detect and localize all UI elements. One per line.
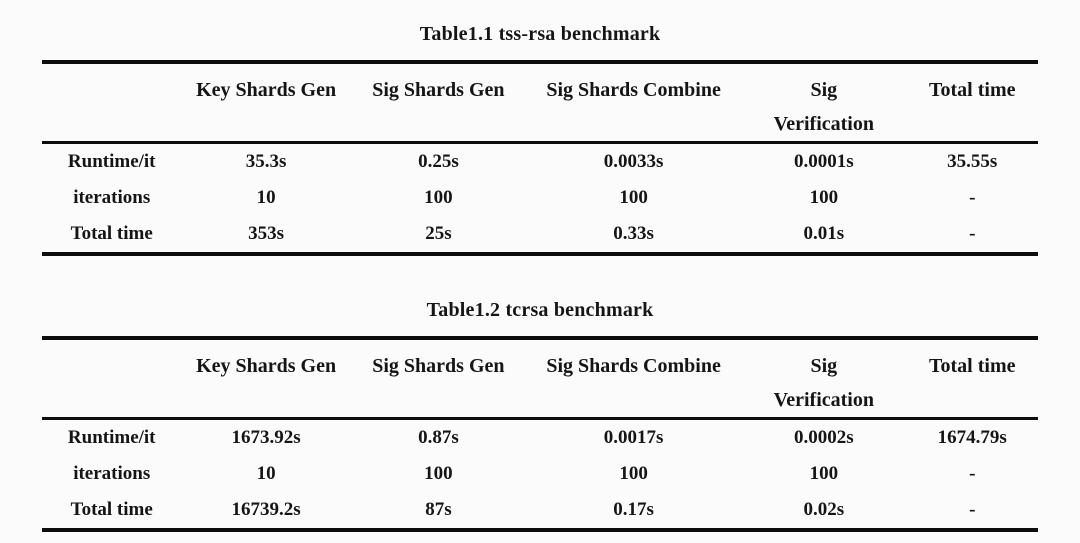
value-cell: 353s xyxy=(248,223,285,244)
table-title: Table1.2 tcrsa benchmark xyxy=(426,299,654,321)
table-title: Table1.1 tss-rsa benchmark xyxy=(419,23,661,45)
value-cell: 100 xyxy=(809,187,839,208)
header-row: Key Shards Gen Sig Shards Gen Sig Shards… xyxy=(42,62,1038,144)
value-cell: - xyxy=(969,463,976,484)
row-label: Total time xyxy=(70,223,153,244)
value-cell: 10 xyxy=(256,187,276,208)
row-label: Total time xyxy=(70,499,153,520)
value-cell: 0.0017s xyxy=(603,427,664,448)
header-row: Key Shards Gen Sig Shards Gen Sig Shards… xyxy=(42,338,1038,420)
row-label: Runtime/it xyxy=(67,151,156,172)
table-row-runtime: Runtime/it 35.3s 0.25s 0.0033s 0.0001s 3… xyxy=(42,143,1038,181)
value-cell: - xyxy=(969,223,976,244)
value-cell: 35.3s xyxy=(245,151,287,172)
value-cell: 1674.79s xyxy=(937,427,1007,448)
table-row-total-time: Total time 353s 25s 0.33s 0.01s - xyxy=(42,216,1038,254)
benchmark-table-tss-rsa: Key Shards Gen Sig Shards Gen Sig Shards… xyxy=(42,60,1038,256)
value-cell: 0.02s xyxy=(803,499,845,520)
column-header-sig-shards-gen: Sig Shards Gen xyxy=(350,338,527,420)
table-row-total-time: Total time 16739.2s 87s 0.17s 0.02s - xyxy=(42,492,1038,530)
table-row-runtime: Runtime/it 1673.92s 0.87s 0.0017s 0.0002… xyxy=(42,419,1038,457)
value-cell: - xyxy=(969,187,976,208)
row-label: iterations xyxy=(73,187,151,208)
value-cell: 100 xyxy=(809,463,839,484)
row-label: iterations xyxy=(73,463,151,484)
row-label: Runtime/it xyxy=(67,427,156,448)
column-header-sig-shards-combine: Sig Shards Combine xyxy=(526,338,742,420)
value-cell: 100 xyxy=(619,463,648,484)
value-cell: 0.01s xyxy=(803,223,845,244)
column-header-key-shards-gen: Key Shards Gen xyxy=(181,338,351,420)
column-header-total-time: Total time xyxy=(906,62,1038,144)
value-cell: 0.0002s xyxy=(793,427,854,448)
value-cell: 100 xyxy=(424,187,453,208)
column-header-sig-shards-combine: Sig Shards Combine xyxy=(526,62,742,144)
value-cell: 0.25s xyxy=(418,151,459,172)
column-header-sig-verification-text: Sig Verification xyxy=(773,79,874,135)
benchmark-table-tcrsa: Key Shards Gen Sig Shards Gen Sig Shards… xyxy=(42,336,1038,532)
value-cell: - xyxy=(969,499,976,520)
table-row-iterations: iterations 10 100 100 100 - xyxy=(42,456,1038,492)
value-cell: 10 xyxy=(256,463,276,484)
column-header-total-time: Total time xyxy=(906,338,1038,420)
column-header-sig-verification-text: Sig Verification xyxy=(773,355,874,411)
value-cell: 35.55s xyxy=(947,151,998,172)
table-row-iterations: iterations 10 100 100 100 - xyxy=(42,180,1038,216)
benchmark-section-tss-rsa: Table1.1 tss-rsa benchmark Key Shards Ge… xyxy=(0,20,1080,256)
value-cell: 0.33s xyxy=(613,223,654,244)
value-cell: 87s xyxy=(425,499,452,520)
column-header-key-shards-gen: Key Shards Gen xyxy=(181,62,351,144)
value-cell: 100 xyxy=(424,463,453,484)
value-cell: 0.0001s xyxy=(793,151,854,172)
column-header-blank xyxy=(42,62,182,144)
column-header-sig-verification: Sig Verification xyxy=(741,62,907,144)
value-cell: 100 xyxy=(619,187,648,208)
value-cell: 0.87s xyxy=(418,427,459,448)
benchmark-section-tcrsa: Table1.2 tcrsa benchmark Key Shards Gen … xyxy=(0,296,1080,532)
value-cell: 1673.92s xyxy=(231,427,301,448)
column-header-sig-shards-gen: Sig Shards Gen xyxy=(350,62,527,144)
column-header-sig-verification: Sig Verification xyxy=(741,338,907,420)
column-header-blank xyxy=(42,338,182,420)
value-cell: 25s xyxy=(425,223,452,244)
value-cell: 0.0033s xyxy=(603,151,664,172)
value-cell: 0.17s xyxy=(613,499,654,520)
value-cell: 16739.2s xyxy=(231,499,301,520)
